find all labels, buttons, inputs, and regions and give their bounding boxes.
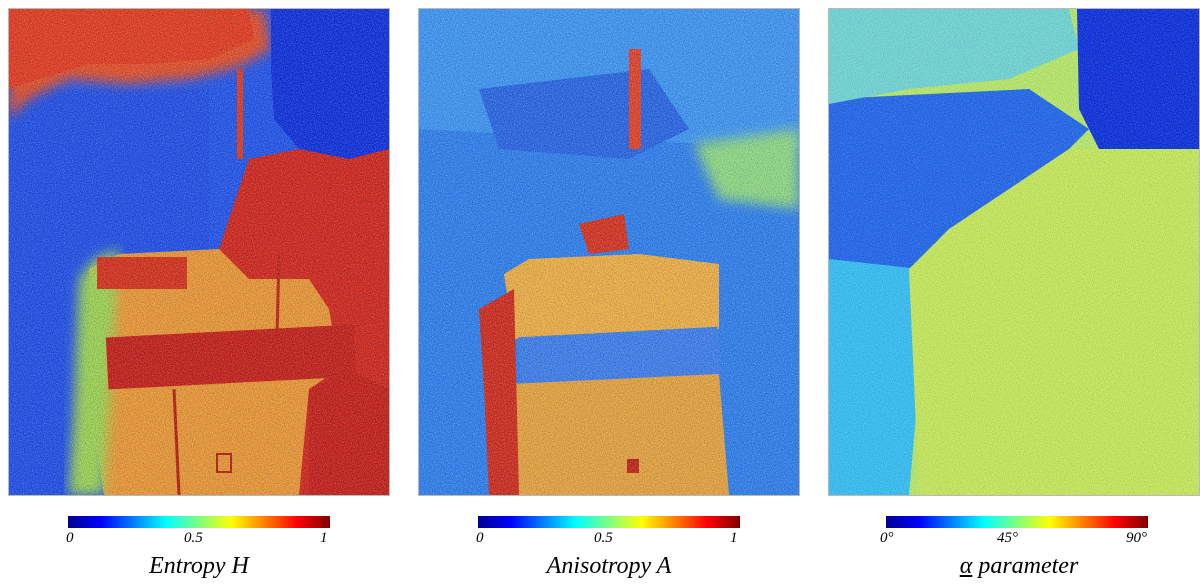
tick-min: 0: [476, 530, 484, 546]
tick-max: 1: [320, 530, 328, 546]
alpha-colorbar-ticks: 0° 45° 90°: [880, 530, 1148, 548]
tick-max: 90°: [1126, 530, 1147, 546]
alpha-caption: α parameter: [828, 553, 1200, 580]
tick-mid: 0.5: [594, 530, 613, 546]
entropy-caption: Entropy H: [149, 553, 249, 579]
entropy-colorbar-ticks: 0 0.5 1: [66, 530, 330, 548]
alpha-colorbar: [886, 516, 1148, 528]
anisotropy-caption: Anisotropy A: [546, 553, 672, 579]
anisotropy-map-image: [418, 8, 800, 496]
tick-mid: 0.5: [184, 530, 203, 546]
tick-max: 1: [730, 530, 738, 546]
tick-min: 0°: [880, 530, 894, 546]
alpha-caption-text: parameter: [972, 553, 1079, 579]
alpha-map-image: [828, 8, 1200, 496]
alpha-symbol: α: [959, 553, 973, 579]
tick-min: 0: [66, 530, 74, 546]
anisotropy-colorbar: [478, 516, 740, 528]
entropy-colorbar: [68, 516, 330, 528]
entropy-map-image: [8, 8, 390, 496]
tick-mid: 45°: [997, 530, 1018, 546]
anisotropy-colorbar-ticks: 0 0.5 1: [476, 530, 740, 548]
